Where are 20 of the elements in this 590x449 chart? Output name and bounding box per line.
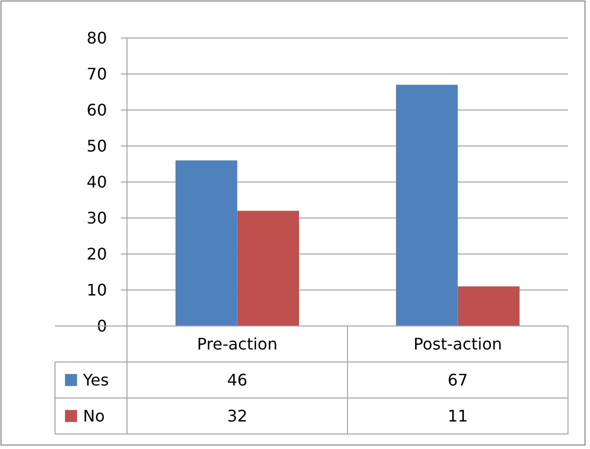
data-label: 67: [448, 370, 468, 390]
data-label: 46: [227, 370, 248, 390]
y-tick-label: 30: [86, 208, 107, 228]
data-label: 11: [448, 406, 468, 426]
bar: [237, 210, 299, 326]
y-tick-label: 60: [86, 100, 107, 120]
legend-label: No: [83, 406, 105, 426]
bar: [396, 84, 458, 326]
bar: [458, 286, 520, 326]
y-tick-label: 50: [86, 136, 107, 156]
y-tick-label: 10: [86, 280, 107, 300]
y-tick-label: 70: [86, 64, 107, 84]
x-tick-label: Pre-action: [197, 334, 278, 354]
y-tick-label: 80: [86, 28, 107, 48]
y-tick-label: 20: [86, 244, 107, 264]
data-label: 32: [227, 406, 248, 426]
y-tick-label: 40: [86, 172, 107, 192]
bar: [176, 160, 238, 326]
legend-label: Yes: [82, 370, 109, 390]
x-tick-label: Post-action: [414, 334, 502, 354]
